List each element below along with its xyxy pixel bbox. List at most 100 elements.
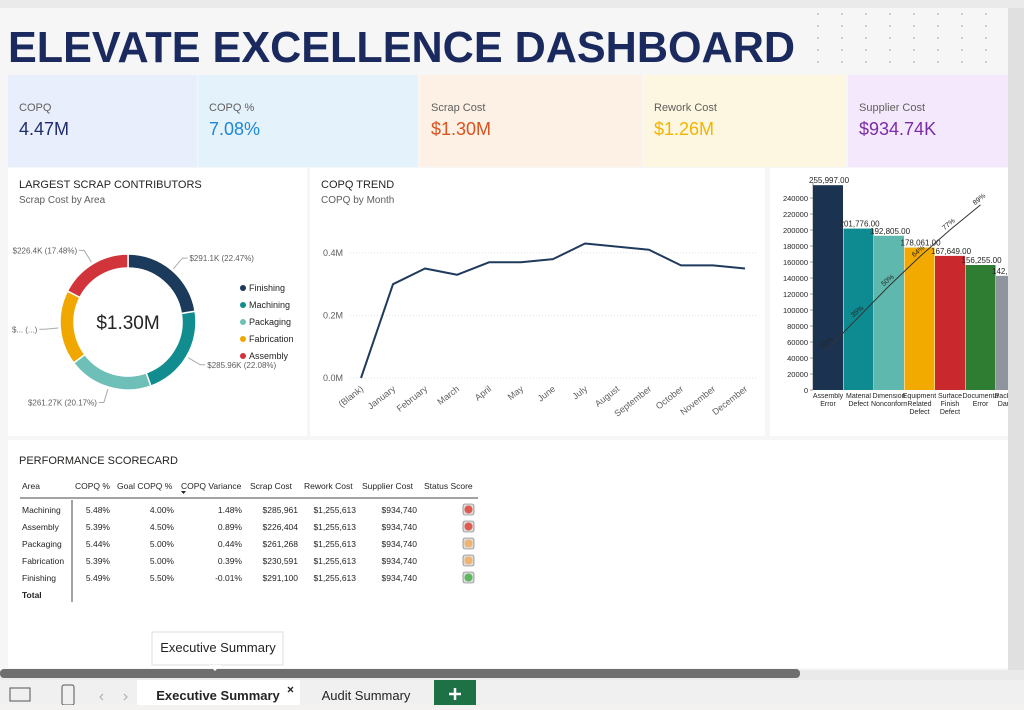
table-cell: -0.01%: [215, 573, 242, 583]
x-tick-label: Equipment Related Defect: [902, 393, 937, 416]
legend-label: Fabrication: [249, 334, 294, 344]
nav-arrows[interactable]: [99, 693, 128, 701]
x-label-box: Dimension Nonconformance: [871, 393, 907, 408]
panel-title: LARGEST SCRAP CONTRIBUTORS: [19, 179, 202, 191]
kpi-card: [643, 75, 846, 167]
data-label: $226.4K (17.48%): [13, 246, 78, 255]
leader-line: [39, 327, 59, 330]
status-indicator: [464, 573, 473, 582]
status-indicator: [464, 505, 473, 514]
table-cell: 5.48%: [86, 505, 111, 515]
panel-subtitle: COPQ by Month: [321, 195, 394, 206]
x-label-box: Material Defect: [846, 393, 871, 408]
data-label: 201,776.00: [840, 220, 881, 229]
table-cell: $934,740: [382, 573, 418, 583]
table-cell: 4.00%: [150, 505, 175, 515]
y-tick-label: 80000: [787, 322, 808, 331]
x-tick-label: Packaging Damage: [993, 393, 1008, 409]
leader-line: [187, 357, 206, 366]
bar: [965, 264, 996, 390]
leader-line: [79, 249, 92, 263]
bar: [996, 275, 1008, 390]
legend-label: Assembly: [249, 351, 289, 361]
cumulative-line: [827, 204, 981, 349]
y-tick-label: 0.4M: [323, 248, 343, 258]
tab-label[interactable]: Executive Summary: [156, 688, 280, 703]
table-cell: $934,740: [382, 522, 418, 532]
table-cell: 0.44%: [218, 539, 243, 549]
data-label: 178,061.00: [901, 239, 942, 248]
x-label-box: Surface Finish Defect: [937, 393, 963, 416]
table-cell: Packaging: [22, 539, 62, 549]
y-tick-label: 20000: [787, 370, 808, 379]
bar: [813, 185, 843, 390]
plus-icon: [449, 688, 461, 700]
column-header: COPQ Variance: [181, 481, 242, 491]
kpi-value: 4.47M: [19, 119, 69, 139]
column-header: Rework Cost: [304, 481, 353, 491]
bar: [843, 228, 874, 390]
table-cell: 5.00%: [150, 556, 175, 566]
table-cell: $1,255,613: [313, 573, 356, 583]
x-label-box: Packaging Damage: [993, 393, 1008, 409]
kpi-card: [8, 75, 197, 167]
y-tick-label: 220000: [783, 210, 808, 219]
legend-marker: [240, 302, 246, 308]
tooltip-text: Executive Summary: [160, 640, 276, 655]
active-tab[interactable]: [137, 680, 300, 705]
tab-label[interactable]: Audit Summary: [322, 688, 411, 703]
close-icon[interactable]: [287, 686, 294, 693]
scrollbar-v[interactable]: [1008, 8, 1024, 670]
x-tick-label: Assembly Error: [812, 393, 844, 408]
status-indicator: [464, 522, 473, 531]
kpi-value: $934.74K: [859, 119, 936, 139]
tooltip: [151, 631, 284, 666]
bar: [874, 235, 904, 390]
y-tick-label: 0.0M: [323, 373, 343, 383]
y-tick-label: 160000: [783, 258, 808, 267]
table-cell: 5.00%: [150, 539, 175, 549]
bar: [935, 255, 965, 390]
column-header: Status Score: [424, 481, 473, 491]
table-cell: $285,961: [263, 505, 299, 515]
kpi-label: Scrap Cost: [431, 102, 485, 114]
x-tick-label: Surface Finish Defect: [937, 393, 963, 416]
x-tick-label: Material Defect: [846, 393, 871, 408]
y-tick-label: 120000: [783, 290, 808, 299]
legend-marker: [240, 285, 246, 291]
pareto-chart: 0 20000 40000 60000 80000 100000 120000 140000 1…: [783, 176, 1008, 416]
x-tick-label: Documentation Error: [962, 393, 999, 408]
table-cell: 0.39%: [218, 556, 243, 566]
panel: [310, 168, 765, 436]
kpi-value: 7.08%: [209, 119, 260, 139]
legend-label: Packaging: [249, 317, 291, 327]
data-label: 255,997.00: [809, 176, 850, 185]
data-label: $285.96K (22.08%): [207, 361, 276, 370]
kpi-label: COPQ: [19, 102, 52, 114]
table-cell: $1,255,613: [313, 539, 356, 549]
table-cell: 0.89%: [218, 522, 243, 532]
table-cell: 4.50%: [150, 522, 175, 532]
x-tick-label: Dimension Nonconformance: [871, 393, 907, 408]
table-cell: 5.49%: [86, 573, 111, 583]
legend-label: Finishing: [249, 283, 285, 293]
y-tick-label: 240000: [783, 194, 808, 203]
kpi-card: [198, 75, 418, 167]
pie-center-label: $1.30M: [96, 313, 159, 334]
dashboard-title: ELEVATE EXCELLENCE DASHBOARD: [8, 23, 795, 72]
x-label-box: Assembly Error: [812, 393, 844, 408]
data-label: $261.27K (20.17%): [28, 398, 97, 407]
table-cell: $291,100: [263, 573, 299, 583]
table-cell: $934,740: [382, 539, 418, 549]
x-label-box: Equipment Related Defect: [902, 393, 937, 416]
y-tick-label: 140000: [783, 274, 808, 283]
table-cell: $226,404: [263, 522, 299, 532]
legend-marker: [240, 336, 246, 342]
status-indicator: [464, 556, 473, 565]
column-header: COPQ %: [75, 481, 110, 491]
data-label: 167,649.00: [931, 247, 972, 256]
tooltip-arrow: [209, 665, 221, 671]
scrollbar-h[interactable]: [0, 669, 800, 678]
legend-marker: [240, 353, 246, 359]
desktop-icon[interactable]: [9, 687, 31, 702]
